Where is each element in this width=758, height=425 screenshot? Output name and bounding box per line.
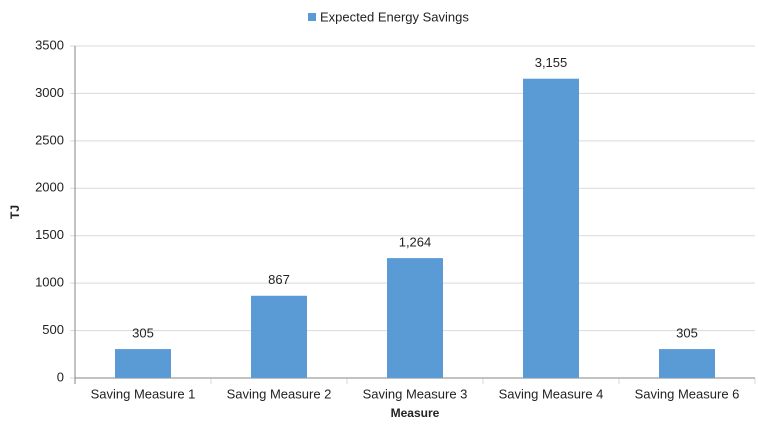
data-label: 305	[132, 326, 154, 341]
y-tick-label: 0	[57, 369, 64, 384]
x-tick-label: Saving Measure 6	[635, 386, 740, 401]
y-axis-title: TJ	[8, 205, 22, 219]
y-tick-label: 500	[42, 322, 64, 337]
x-tick-label: Saving Measure 2	[227, 386, 332, 401]
data-label: 867	[268, 272, 290, 287]
y-tick-label: 3500	[35, 37, 64, 52]
x-tick-label: Saving Measure 3	[363, 386, 468, 401]
y-tick-label: 2500	[35, 132, 64, 147]
data-label: 3,155	[535, 55, 568, 70]
y-tick-label: 1500	[35, 227, 64, 242]
x-tick-label: Saving Measure 4	[499, 386, 604, 401]
x-axis-title: Measure	[391, 406, 440, 420]
y-tick-label: 3000	[35, 85, 64, 100]
legend-swatch	[308, 13, 316, 21]
y-tick-label: 1000	[35, 275, 64, 290]
bar	[659, 349, 715, 378]
legend-label: Expected Energy Savings	[320, 9, 469, 24]
bar	[251, 295, 307, 378]
data-label: 305	[676, 326, 698, 341]
bar	[387, 258, 443, 378]
bar	[115, 349, 171, 378]
x-tick-label: Saving Measure 1	[91, 386, 196, 401]
bar	[523, 78, 579, 379]
y-tick-label: 2000	[35, 180, 64, 195]
data-label: 1,264	[399, 235, 432, 250]
